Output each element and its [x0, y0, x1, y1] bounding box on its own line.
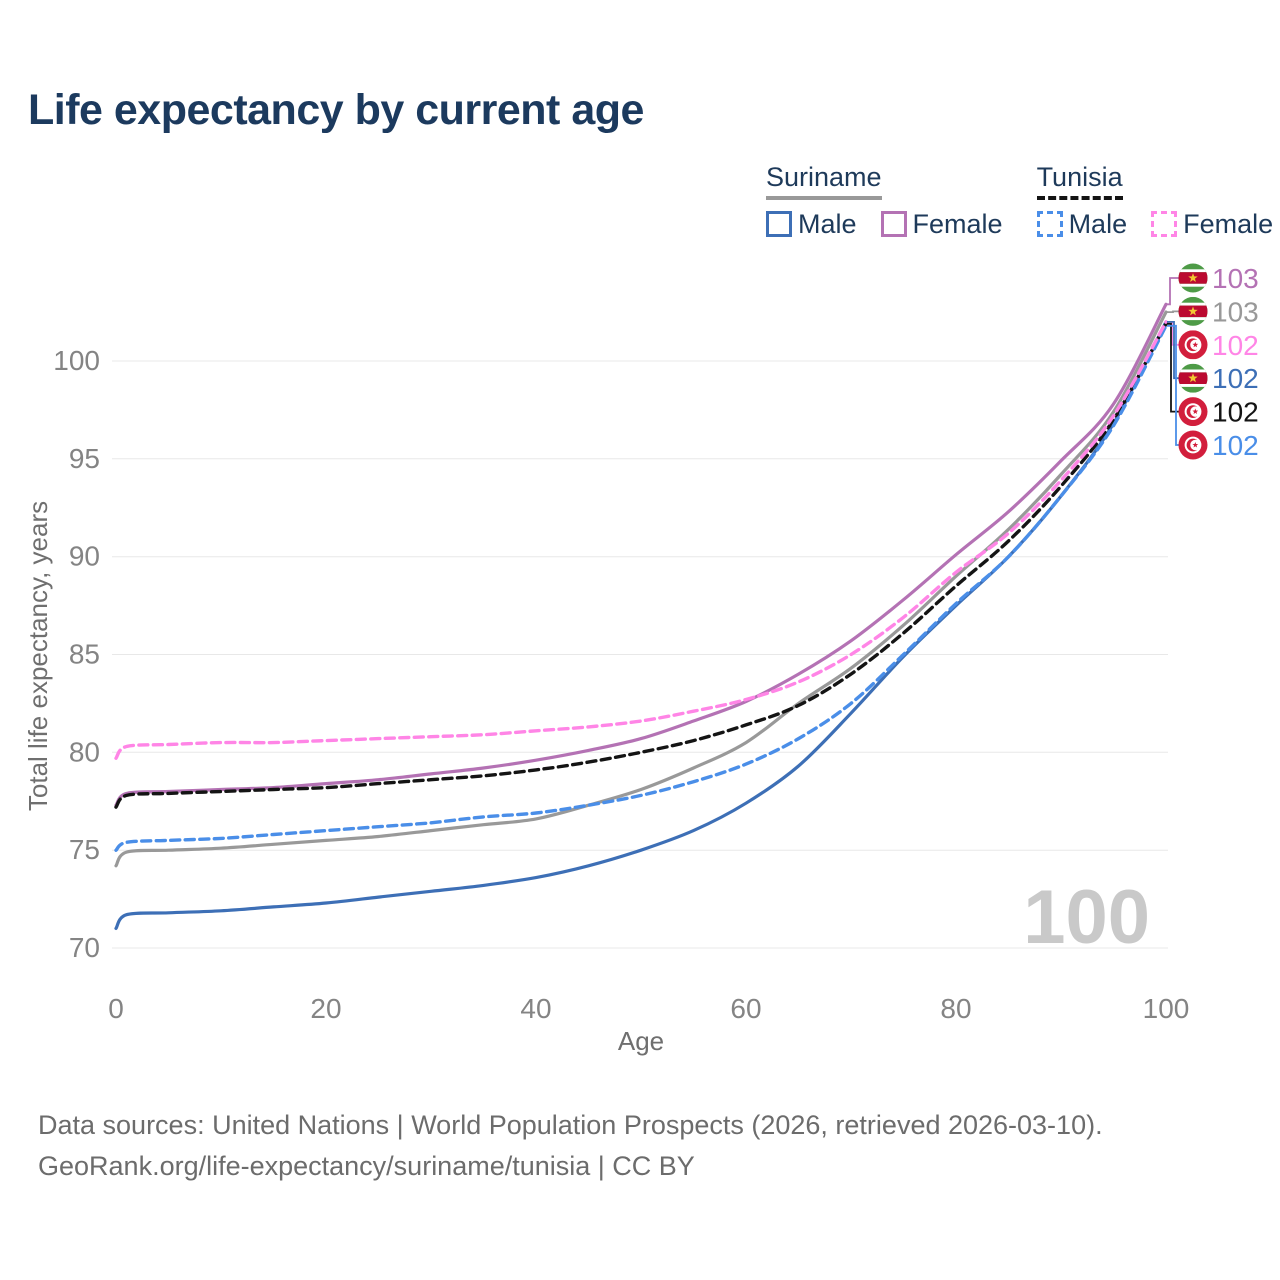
footer-url-line: GeoRank.org/life-expectancy/suriname/tun… — [38, 1151, 695, 1181]
footer: Data sources: United Nations | World Pop… — [38, 1105, 1103, 1187]
legend-item-suriname-male[interactable]: Male — [766, 209, 857, 240]
flag-icon-tunisia — [1178, 430, 1208, 460]
page-title: Life expectancy by current age — [28, 86, 644, 134]
flag-icon-suriname — [1178, 363, 1208, 393]
y-tick-label: 70 — [69, 932, 100, 963]
legend-item-label: Female — [912, 208, 1003, 239]
legend-swatch-tunisia-male — [1036, 211, 1063, 238]
series-line-tunisia-male[interactable] — [114, 324, 1168, 852]
legend-country-tunisia: Tunisia — [1036, 162, 1123, 200]
end-label-leader-line — [1167, 277, 1186, 306]
end-value-label: 102 — [1212, 363, 1259, 394]
legend-group-suriname: Suriname Male Female — [766, 162, 1003, 240]
flag-icon-tunisia — [1178, 397, 1208, 427]
legend-item-label: Female — [1183, 208, 1274, 239]
y-tick-label: 100 — [53, 345, 100, 376]
end-value-label: 102 — [1212, 330, 1259, 361]
legend-item-label: Male — [798, 208, 857, 239]
flag-icon-suriname — [1178, 296, 1208, 326]
legend-swatch-suriname-male — [766, 211, 792, 238]
y-tick-label: 85 — [69, 639, 100, 670]
flag-icon-tunisia — [1178, 330, 1208, 360]
legend-swatch-suriname-female — [880, 211, 907, 238]
gridlines-layer: 70 75 80 85 90 95 100 0 20 40 60 80 100 — [53, 345, 1189, 1024]
legend-country-suriname: Suriname — [766, 162, 882, 200]
x-axis-title: Age — [618, 1026, 664, 1056]
legend: Suriname Male Female Tunisia Mal — [766, 162, 1273, 240]
series-line-tunisia-female[interactable] — [114, 320, 1168, 760]
end-value-label: 103 — [1212, 263, 1259, 294]
series-line-suriname-male[interactable] — [114, 320, 1168, 930]
y-tick-label: 80 — [69, 736, 100, 767]
flag-icon-suriname — [1178, 263, 1208, 293]
x-tick-label: 60 — [730, 993, 761, 1024]
legend-items-tunisia: Male Female — [1036, 208, 1273, 240]
legend-country-label: Tunisia — [1036, 162, 1123, 192]
legend-item-label: Male — [1068, 208, 1128, 239]
series-layer — [114, 302, 1168, 930]
series-line-tunisia[interactable] — [114, 322, 1168, 809]
legend-item-tunisia-female[interactable]: Female — [1151, 209, 1273, 240]
series-line-suriname[interactable] — [114, 310, 1168, 868]
legend-item-suriname-female[interactable]: Female — [880, 208, 1003, 240]
x-tick-label: 80 — [940, 993, 971, 1024]
x-tick-label: 0 — [108, 993, 124, 1024]
end-value-label: 102 — [1212, 430, 1259, 461]
legend-country-label: Suriname — [766, 162, 882, 192]
end-value-label: 102 — [1212, 397, 1259, 428]
end-value-label: 103 — [1212, 296, 1259, 327]
legend-swatch-tunisia-female — [1151, 211, 1178, 238]
watermark-age-100: 100 — [1023, 875, 1150, 960]
x-tick-label: 40 — [520, 993, 551, 1024]
legend-item-tunisia-male[interactable]: Male — [1036, 208, 1128, 240]
y-tick-label: 75 — [69, 834, 100, 865]
series-line-suriname-female[interactable] — [114, 302, 1168, 807]
y-tick-label: 90 — [69, 541, 100, 572]
footer-source-line: Data sources: United Nations | World Pop… — [38, 1110, 1103, 1140]
legend-group-tunisia: Tunisia Male Female — [1036, 162, 1273, 240]
x-tick-label: 20 — [310, 993, 341, 1024]
y-axis-title: Total life expectancy, years — [23, 501, 53, 811]
y-tick-label: 95 — [69, 443, 100, 474]
legend-items-suriname: Male Female — [766, 209, 1003, 240]
x-tick-label: 100 — [1143, 993, 1190, 1024]
